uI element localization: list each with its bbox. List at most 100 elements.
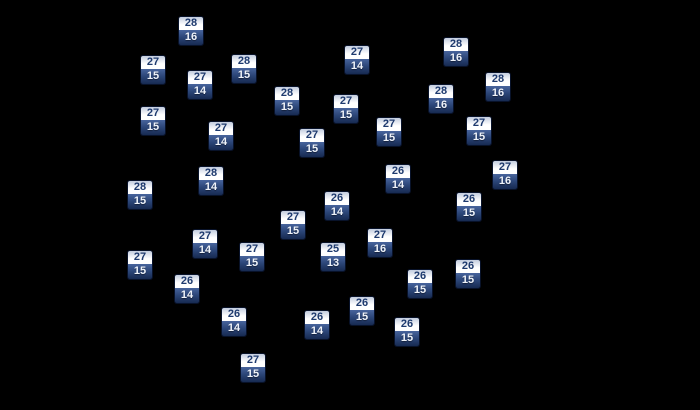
low-temp-value: 14 [199, 180, 223, 195]
low-temp-value: 14 [325, 205, 349, 220]
high-temp-value: 27 [300, 129, 324, 142]
low-temp-value: 15 [467, 130, 491, 145]
low-temp-value: 15 [128, 264, 152, 279]
low-temp-value: 15 [408, 283, 432, 298]
temp-marker[interactable]: 28 16 [444, 38, 468, 66]
low-temp-value: 13 [321, 256, 345, 271]
temp-marker[interactable]: 27 15 [467, 117, 491, 145]
high-temp-value: 28 [275, 87, 299, 100]
high-temp-value: 26 [325, 192, 349, 205]
temp-marker[interactable]: 27 16 [493, 161, 517, 189]
temp-marker[interactable]: 26 15 [408, 270, 432, 298]
low-temp-value: 15 [300, 142, 324, 157]
high-temp-value: 26 [305, 311, 329, 324]
temp-marker[interactable]: 27 15 [281, 211, 305, 239]
temp-marker[interactable]: 27 14 [193, 230, 217, 258]
temp-marker[interactable]: 28 15 [275, 87, 299, 115]
high-temp-value: 28 [444, 38, 468, 51]
high-temp-value: 26 [395, 318, 419, 331]
high-temp-value: 27 [281, 211, 305, 224]
temp-marker[interactable]: 28 14 [199, 167, 223, 195]
temp-marker[interactable]: 27 14 [209, 122, 233, 150]
temp-marker[interactable]: 28 15 [232, 55, 256, 83]
low-temp-value: 15 [241, 367, 265, 382]
temp-marker[interactable]: 27 15 [128, 251, 152, 279]
low-temp-value: 16 [179, 30, 203, 45]
temp-marker[interactable]: 27 15 [241, 354, 265, 382]
low-temp-value: 15 [350, 310, 374, 325]
high-temp-value: 26 [222, 308, 246, 321]
high-temp-value: 26 [457, 193, 481, 206]
low-temp-value: 15 [281, 224, 305, 239]
high-temp-value: 27 [240, 243, 264, 256]
temp-marker[interactable]: 26 14 [325, 192, 349, 220]
high-temp-value: 28 [179, 17, 203, 30]
low-temp-value: 15 [240, 256, 264, 271]
temp-marker[interactable]: 27 14 [188, 71, 212, 99]
high-temp-value: 27 [188, 71, 212, 84]
high-temp-value: 27 [345, 46, 369, 59]
high-temp-value: 28 [199, 167, 223, 180]
high-temp-value: 28 [429, 85, 453, 98]
low-temp-value: 14 [222, 321, 246, 336]
high-temp-value: 27 [193, 230, 217, 243]
high-temp-value: 26 [408, 270, 432, 283]
low-temp-value: 15 [334, 108, 358, 123]
low-temp-value: 14 [305, 324, 329, 339]
high-temp-value: 27 [377, 118, 401, 131]
high-temp-value: 26 [386, 165, 410, 178]
low-temp-value: 15 [457, 206, 481, 221]
temp-marker[interactable]: 26 14 [175, 275, 199, 303]
temp-marker[interactable]: 28 16 [486, 73, 510, 101]
temp-marker[interactable]: 28 16 [179, 17, 203, 45]
low-temp-value: 14 [386, 178, 410, 193]
high-temp-value: 25 [321, 243, 345, 256]
high-temp-value: 27 [128, 251, 152, 264]
low-temp-value: 14 [188, 84, 212, 99]
high-temp-value: 27 [334, 95, 358, 108]
high-temp-value: 27 [141, 107, 165, 120]
high-temp-value: 27 [467, 117, 491, 130]
temp-marker[interactable]: 27 15 [300, 129, 324, 157]
temp-marker[interactable]: 26 14 [222, 308, 246, 336]
low-temp-value: 16 [493, 174, 517, 189]
temp-marker[interactable]: 27 15 [141, 107, 165, 135]
high-temp-value: 27 [368, 229, 392, 242]
low-temp-value: 16 [429, 98, 453, 113]
temp-marker[interactable]: 26 15 [456, 260, 480, 288]
temp-marker[interactable]: 27 14 [345, 46, 369, 74]
temp-marker[interactable]: 26 14 [305, 311, 329, 339]
high-temp-value: 27 [493, 161, 517, 174]
low-temp-value: 15 [456, 273, 480, 288]
temp-marker[interactable]: 26 14 [386, 165, 410, 193]
temp-marker[interactable]: 27 15 [334, 95, 358, 123]
low-temp-value: 15 [377, 131, 401, 146]
low-temp-value: 15 [141, 69, 165, 84]
low-temp-value: 15 [275, 100, 299, 115]
temp-marker[interactable]: 26 15 [395, 318, 419, 346]
low-temp-value: 15 [232, 68, 256, 83]
low-temp-value: 14 [209, 135, 233, 150]
low-temp-value: 15 [128, 194, 152, 209]
temp-marker[interactable]: 26 15 [350, 297, 374, 325]
low-temp-value: 16 [444, 51, 468, 66]
temp-marker[interactable]: 27 15 [377, 118, 401, 146]
temp-marker[interactable]: 27 15 [240, 243, 264, 271]
temp-marker[interactable]: 25 13 [321, 243, 345, 271]
temp-marker[interactable]: 28 16 [429, 85, 453, 113]
high-temp-value: 26 [350, 297, 374, 310]
low-temp-value: 16 [486, 86, 510, 101]
high-temp-value: 28 [486, 73, 510, 86]
temp-marker[interactable]: 27 16 [368, 229, 392, 257]
low-temp-value: 16 [368, 242, 392, 257]
temp-marker[interactable]: 28 15 [128, 181, 152, 209]
high-temp-value: 26 [175, 275, 199, 288]
high-temp-value: 28 [232, 55, 256, 68]
high-temp-value: 27 [241, 354, 265, 367]
high-temp-value: 27 [209, 122, 233, 135]
temp-marker[interactable]: 27 15 [141, 56, 165, 84]
temp-marker[interactable]: 26 15 [457, 193, 481, 221]
high-temp-value: 28 [128, 181, 152, 194]
high-temp-value: 27 [141, 56, 165, 69]
